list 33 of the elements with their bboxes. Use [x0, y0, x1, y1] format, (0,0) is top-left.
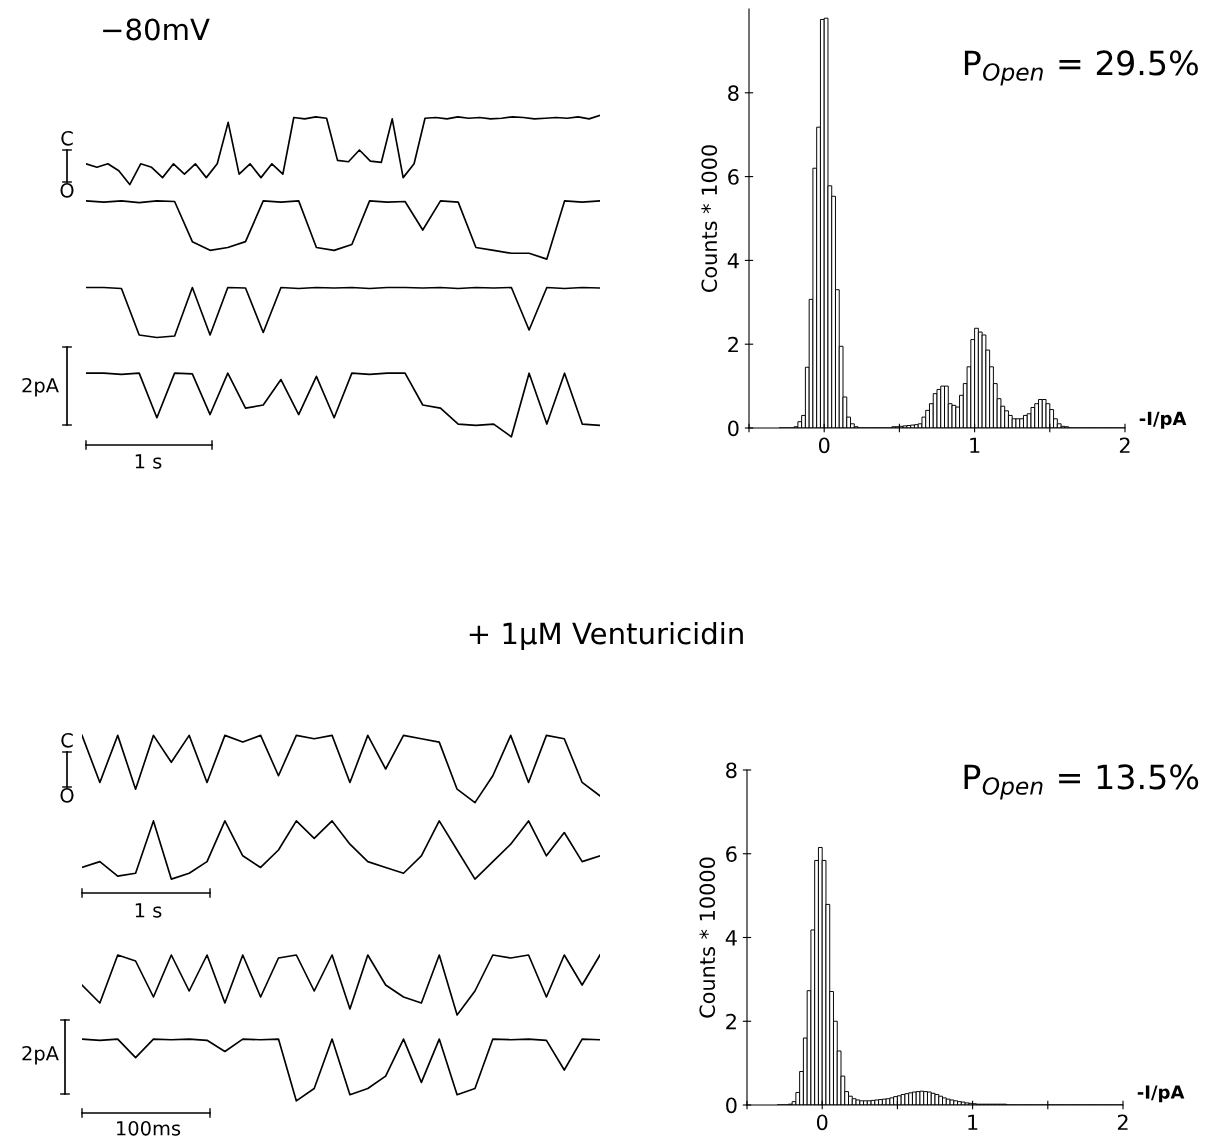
chart-title: −80mV [103, 18, 210, 41]
y-tick-label: 0 [726, 1097, 737, 1114]
y-tick-label: 6 [728, 169, 739, 185]
annotation: P$_{Open}$ = 29.5% [964, 50, 1198, 86]
x-axis-title: -I/pA [1137, 1085, 1185, 1103]
y-tick-label: 4 [725, 930, 737, 946]
y-tick-label: 2 [726, 1013, 736, 1030]
text: 1 s [135, 903, 162, 918]
text: 2pA [22, 1045, 59, 1065]
x-tick-label: 2 [1117, 1114, 1128, 1130]
y-axis-title: Counts * 1000 [701, 145, 718, 293]
text: 100ms [117, 1120, 181, 1136]
x-tick-label: 0 [818, 437, 830, 454]
y-tick-label: 2 [728, 336, 738, 353]
x-tick-label: 1 [970, 437, 980, 453]
annotation: O [60, 787, 74, 803]
y-axis-title: Counts * 10000 [699, 857, 716, 1018]
annotation: P$_{Open}$ = 13.5% [964, 764, 1199, 800]
text: C [61, 732, 73, 748]
y-tick-label: 0 [728, 420, 739, 437]
y-tick-label: 8 [728, 85, 739, 102]
text: 2pA [22, 377, 59, 397]
x-axis-title: -I/pA [1139, 411, 1187, 429]
x-tick-label: 0 [816, 1114, 828, 1131]
text: 1 s [135, 454, 162, 469]
y-tick-label: 6 [726, 846, 737, 862]
x-tick-label: 2 [1119, 437, 1130, 453]
y-tick-label: 8 [726, 762, 737, 779]
y-tick-label: 4 [727, 253, 739, 269]
text: C [61, 130, 73, 146]
chart-title: + 1µM Venturicidin [469, 621, 743, 651]
text: O [60, 182, 74, 198]
x-tick-label: 1 [968, 1114, 978, 1130]
